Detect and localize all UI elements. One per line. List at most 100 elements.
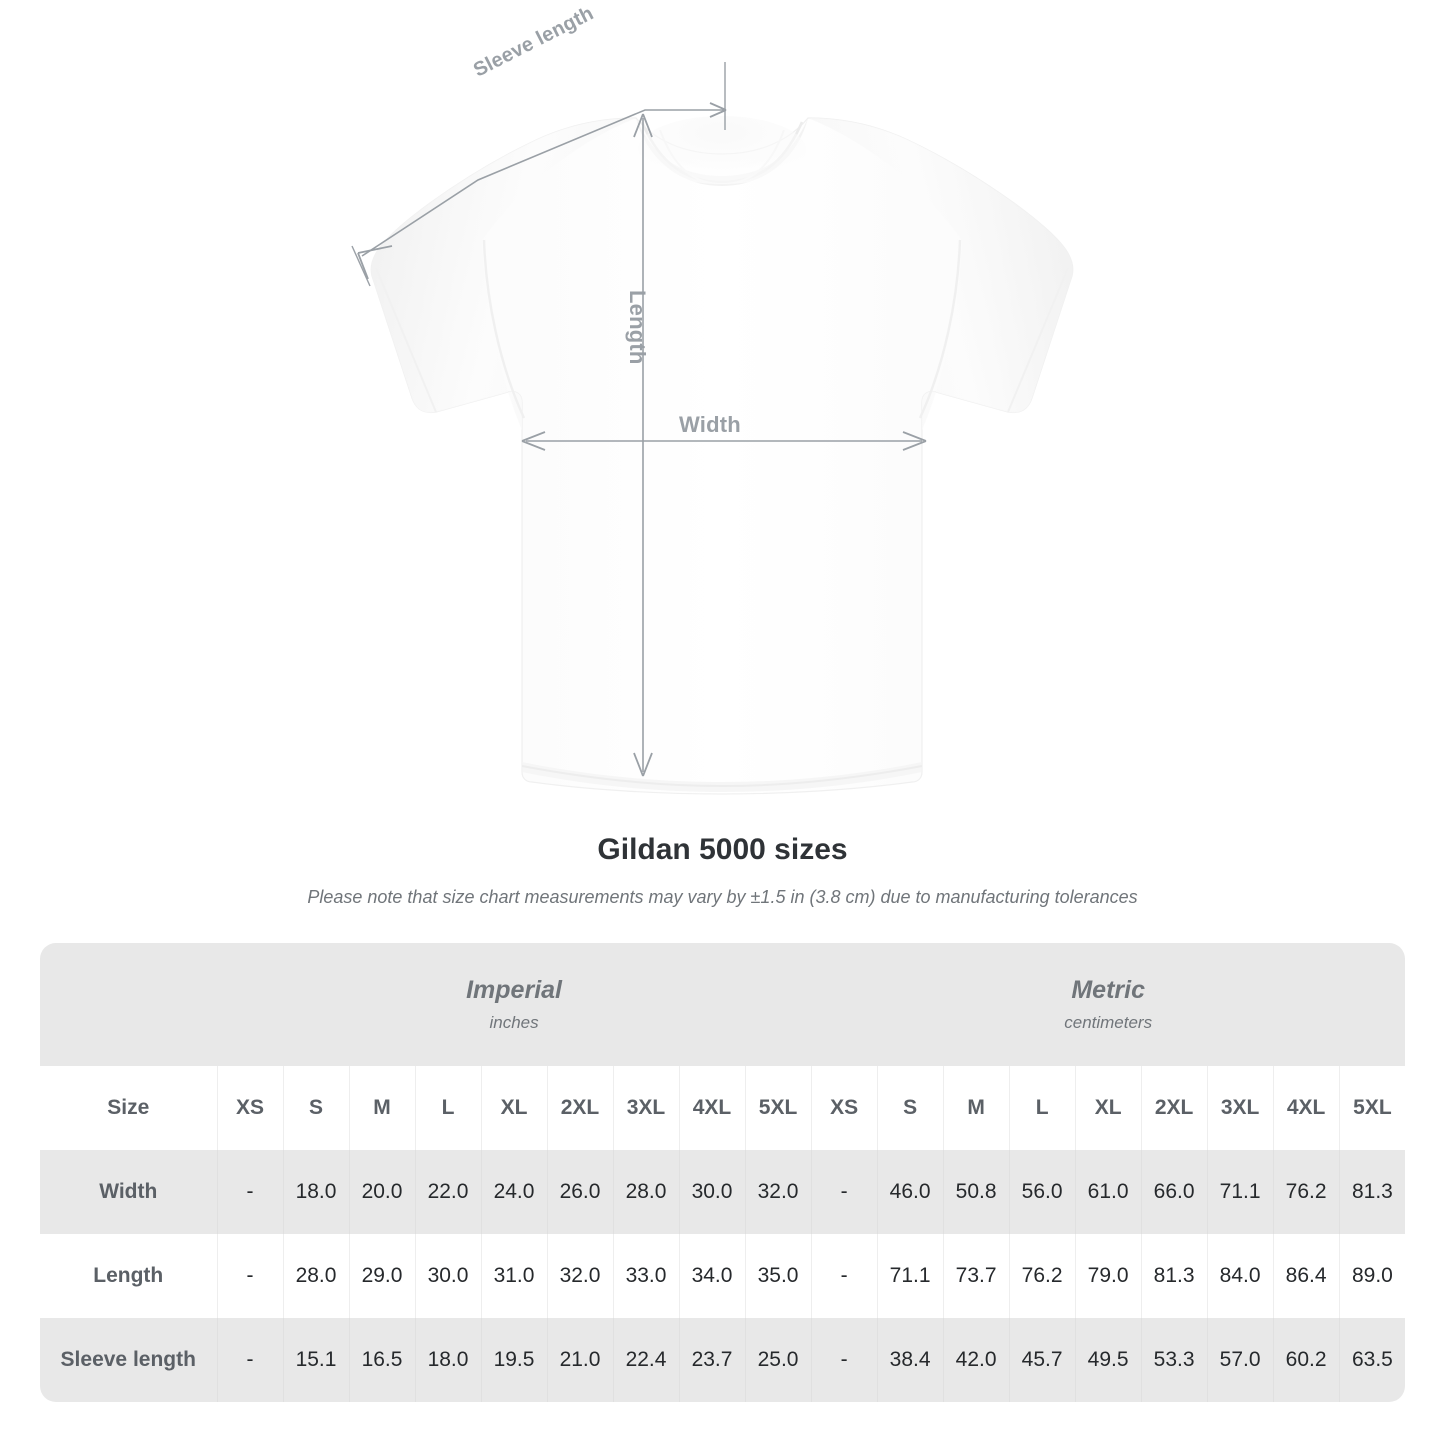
column-header-metric-3xl: 3XL [1206, 1066, 1274, 1150]
table-row: Sleeve length - 15.1 16.5 18.0 19.5 21.0… [40, 1318, 1406, 1402]
row-label-length: Length [40, 1234, 217, 1318]
cell-width-imperial-2xl: 26.0 [546, 1150, 613, 1234]
cell-width-imperial-4xl: 30.0 [678, 1150, 745, 1234]
cell-sleeve-metric-4xl: 60.2 [1272, 1318, 1340, 1402]
cell-width-imperial-3xl: 28.0 [612, 1150, 679, 1234]
row-label-sleeve-length: Sleeve length [40, 1318, 217, 1402]
cell-width-metric-xs: - [810, 1150, 878, 1234]
cell-length-imperial-5xl: 35.0 [744, 1234, 812, 1318]
title-block: Gildan 5000 sizes Please note that size … [0, 830, 1445, 910]
column-header-metric-5xl: 5XL [1338, 1066, 1406, 1150]
unit-sub-metric: centimeters [1064, 1012, 1153, 1032]
tolerance-note: Please note that size chart measurements… [307, 887, 1138, 907]
cell-length-imperial-xl: 31.0 [480, 1234, 547, 1318]
cell-width-metric-2xl: 66.0 [1140, 1150, 1208, 1234]
size-chart-table: Imperial inches Metric centimeters Size … [40, 943, 1406, 1402]
column-header-metric-s: S [876, 1066, 944, 1150]
unit-band-spacer [40, 943, 217, 1066]
cell-sleeve-imperial-xs: - [216, 1318, 283, 1402]
column-header-metric-xl: XL [1074, 1066, 1142, 1150]
cell-length-imperial-2xl: 32.0 [546, 1234, 613, 1318]
cell-length-metric-3xl: 84.0 [1206, 1234, 1274, 1318]
cell-length-imperial-l: 30.0 [414, 1234, 481, 1318]
unit-sub-imperial: inches [489, 1012, 539, 1032]
column-header-imperial-m: M [348, 1066, 415, 1150]
cell-width-imperial-l: 22.0 [414, 1150, 481, 1234]
page-title: Gildan 5000 sizes [597, 833, 848, 866]
sleeve-length-dimension [351, 62, 727, 287]
shirt-silhouette [370, 116, 1074, 795]
cell-width-imperial-s: 18.0 [282, 1150, 349, 1234]
column-header-metric-l: L [1008, 1066, 1076, 1150]
cell-width-metric-m: 50.8 [942, 1150, 1010, 1234]
cell-width-metric-3xl: 71.1 [1206, 1150, 1274, 1234]
size-chart-table-container: Imperial inches Metric centimeters Size … [40, 943, 1406, 1402]
table-row: Length - 28.0 29.0 30.0 31.0 32.0 33.0 3… [40, 1234, 1406, 1318]
column-header-metric-m: M [942, 1066, 1010, 1150]
cell-length-imperial-s: 28.0 [282, 1234, 349, 1318]
unit-name-imperial: Imperial [466, 975, 562, 1004]
column-header-size: Size [40, 1066, 217, 1150]
cell-width-metric-xl: 61.0 [1074, 1150, 1142, 1234]
cell-length-metric-4xl: 86.4 [1272, 1234, 1340, 1318]
tshirt-diagram: Sleeve length Length Width [351, 2, 1074, 795]
unit-cell-imperial: Imperial inches [217, 943, 812, 1066]
cell-length-imperial-xs: - [216, 1234, 283, 1318]
column-header-metric-xs: XS [810, 1066, 878, 1150]
cell-width-imperial-m: 20.0 [348, 1150, 415, 1234]
cell-sleeve-metric-m: 42.0 [942, 1318, 1010, 1402]
row-label-width: Width [40, 1150, 217, 1234]
cell-sleeve-imperial-s: 15.1 [282, 1318, 349, 1402]
width-dimension [521, 431, 927, 451]
table-row: Width - 18.0 20.0 22.0 24.0 26.0 28.0 30… [40, 1150, 1406, 1234]
cell-width-metric-4xl: 76.2 [1272, 1150, 1340, 1234]
unit-cell-metric: Metric centimeters [811, 943, 1406, 1066]
length-label: Length [625, 290, 650, 365]
cell-width-metric-s: 46.0 [876, 1150, 944, 1234]
column-header-metric-2xl: 2XL [1140, 1066, 1208, 1150]
cell-sleeve-metric-5xl: 63.5 [1338, 1318, 1406, 1402]
cell-sleeve-imperial-4xl: 23.7 [678, 1318, 745, 1402]
cell-width-imperial-5xl: 32.0 [744, 1150, 812, 1234]
column-header-imperial-3xl: 3XL [612, 1066, 679, 1150]
cell-sleeve-metric-3xl: 57.0 [1206, 1318, 1274, 1402]
column-header-imperial-4xl: 4XL [678, 1066, 745, 1150]
cell-length-metric-5xl: 89.0 [1338, 1234, 1406, 1318]
cell-sleeve-metric-s: 38.4 [876, 1318, 944, 1402]
cell-width-metric-l: 56.0 [1008, 1150, 1076, 1234]
cell-sleeve-imperial-2xl: 21.0 [546, 1318, 613, 1402]
cell-sleeve-metric-2xl: 53.3 [1140, 1318, 1208, 1402]
column-header-imperial-2xl: 2XL [546, 1066, 613, 1150]
cell-sleeve-metric-xs: - [810, 1318, 878, 1402]
size-header-row: Size XS S M L XL 2XL 3XL 4XL 5XL XS S M … [40, 1066, 1406, 1150]
cell-sleeve-imperial-m: 16.5 [348, 1318, 415, 1402]
cell-width-metric-5xl: 81.3 [1338, 1150, 1406, 1234]
cell-width-imperial-xl: 24.0 [480, 1150, 547, 1234]
column-header-imperial-l: L [414, 1066, 481, 1150]
column-header-metric-4xl: 4XL [1272, 1066, 1340, 1150]
cell-sleeve-metric-xl: 49.5 [1074, 1318, 1142, 1402]
cell-length-metric-2xl: 81.3 [1140, 1234, 1208, 1318]
cell-length-metric-m: 73.7 [942, 1234, 1010, 1318]
column-header-imperial-xs: XS [216, 1066, 283, 1150]
column-header-imperial-xl: XL [480, 1066, 547, 1150]
unit-header-row: Imperial inches Metric centimeters [40, 943, 1406, 1066]
cell-sleeve-imperial-5xl: 25.0 [744, 1318, 812, 1402]
cell-length-imperial-3xl: 33.0 [612, 1234, 679, 1318]
width-label: Width [679, 412, 741, 437]
cell-length-metric-xl: 79.0 [1074, 1234, 1142, 1318]
cell-length-imperial-m: 29.0 [348, 1234, 415, 1318]
cell-sleeve-metric-l: 45.7 [1008, 1318, 1076, 1402]
cell-length-metric-xs: - [810, 1234, 878, 1318]
column-header-imperial-5xl: 5XL [744, 1066, 812, 1150]
cell-sleeve-imperial-3xl: 22.4 [612, 1318, 679, 1402]
cell-width-imperial-xs: - [216, 1150, 283, 1234]
cell-length-imperial-4xl: 34.0 [678, 1234, 745, 1318]
cell-length-metric-s: 71.1 [876, 1234, 944, 1318]
cell-length-metric-l: 76.2 [1008, 1234, 1076, 1318]
cell-sleeve-imperial-xl: 19.5 [480, 1318, 547, 1402]
column-header-imperial-s: S [282, 1066, 349, 1150]
cell-sleeve-imperial-l: 18.0 [414, 1318, 481, 1402]
measurement-lines [351, 62, 927, 777]
unit-name-metric: Metric [1071, 975, 1145, 1004]
